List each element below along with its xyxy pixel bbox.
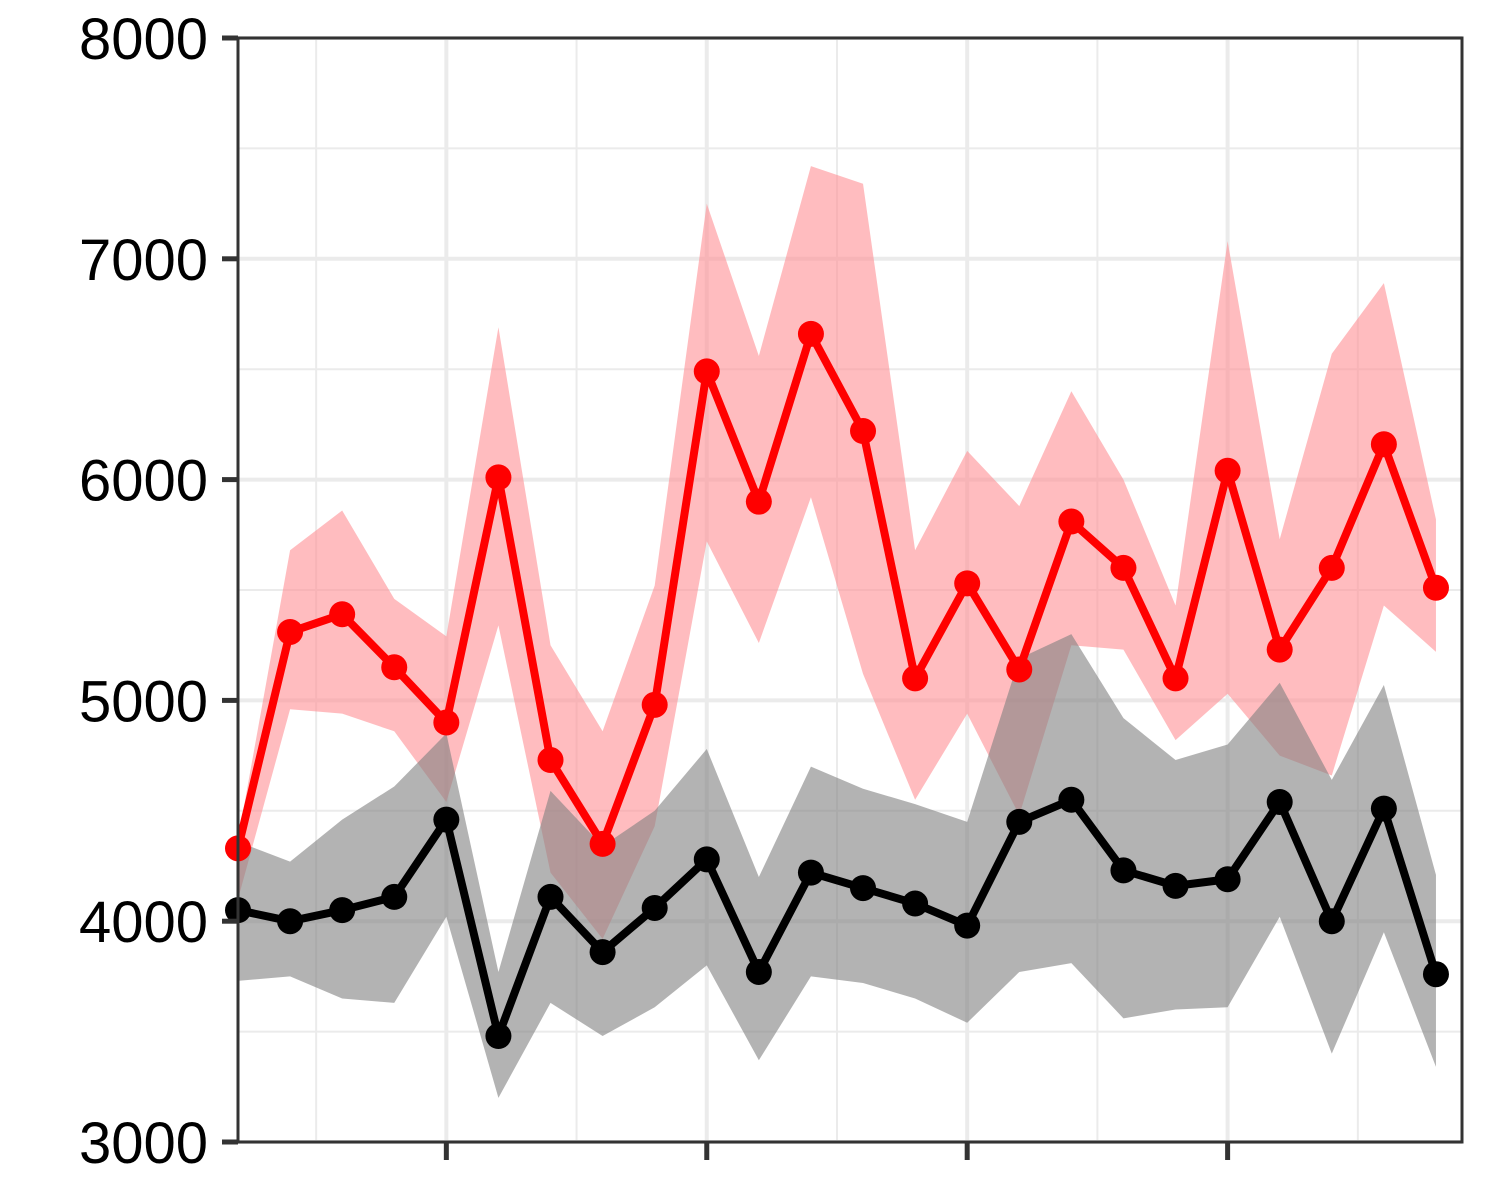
confidence-bands — [238, 166, 1436, 1098]
series-0-point-23 — [1422, 574, 1449, 601]
series-1-point-8 — [641, 894, 668, 921]
y-tick-label-5: 8000 — [79, 7, 208, 72]
series-1-point-14 — [954, 912, 981, 939]
series-1-point-2 — [329, 897, 356, 924]
series-0-point-5 — [485, 464, 512, 491]
series-1-point-16 — [1058, 786, 1085, 813]
series-0-point-1 — [277, 618, 304, 645]
y-tick-label-3: 6000 — [79, 449, 208, 514]
series-0-point-19 — [1214, 457, 1241, 484]
series-0-point-15 — [1006, 656, 1033, 683]
series-0-point-17 — [1110, 554, 1137, 581]
series-1-point-23 — [1422, 961, 1449, 988]
series-0-point-2 — [329, 601, 356, 628]
series-1-point-22 — [1370, 795, 1397, 822]
series-1-point-20 — [1266, 788, 1293, 815]
series-0-point-21 — [1318, 554, 1345, 581]
series-0-point-8 — [641, 691, 668, 718]
series-1-point-15 — [1006, 808, 1033, 835]
series-0-point-9 — [693, 358, 720, 385]
series-1-point-6 — [537, 883, 564, 910]
series-1-point-10 — [745, 958, 772, 985]
series-0-point-22 — [1370, 431, 1397, 458]
series-0-point-7 — [589, 830, 616, 857]
series-1-point-4 — [433, 806, 460, 833]
y-tick-label-0: 3000 — [79, 1111, 208, 1176]
series-0-point-6 — [537, 747, 564, 774]
series-1-point-7 — [589, 939, 616, 966]
series-0-point-3 — [381, 654, 408, 681]
series-0-point-10 — [745, 488, 772, 515]
series-1-point-12 — [850, 875, 877, 902]
series-0-point-12 — [850, 418, 877, 445]
series-0-point-18 — [1162, 665, 1189, 692]
series-1-point-17 — [1110, 857, 1137, 884]
series-1-band — [238, 634, 1436, 1098]
series-points — [225, 320, 1449, 1050]
plot-panel-border — [236, 36, 1464, 1144]
series-0-point-13 — [902, 665, 929, 692]
series-1-point-19 — [1214, 866, 1241, 893]
series-1-point-13 — [902, 890, 929, 917]
series-1-line — [234, 795, 1440, 1041]
series-1-point-3 — [381, 883, 408, 910]
series-1-point-11 — [797, 859, 824, 886]
series-0-point-16 — [1058, 508, 1085, 535]
series-1-point-5 — [485, 1023, 512, 1050]
axes: 3000 4000 5000 6000 7000 8000 — [79, 7, 1231, 1176]
series-0-point-14 — [954, 570, 981, 597]
y-tick-label-2: 5000 — [79, 669, 208, 734]
y-tick-label-1: 4000 — [79, 890, 208, 955]
y-tick-label-4: 7000 — [79, 228, 208, 293]
series-1-point-18 — [1162, 872, 1189, 899]
series-0-point-11 — [797, 320, 824, 347]
series-0-point-20 — [1266, 636, 1293, 663]
series-0-band — [238, 166, 1436, 939]
series-1-point-21 — [1318, 908, 1345, 935]
series-1-point-9 — [693, 846, 720, 873]
series-1-point-1 — [277, 908, 304, 935]
series-0-point-4 — [433, 709, 460, 736]
